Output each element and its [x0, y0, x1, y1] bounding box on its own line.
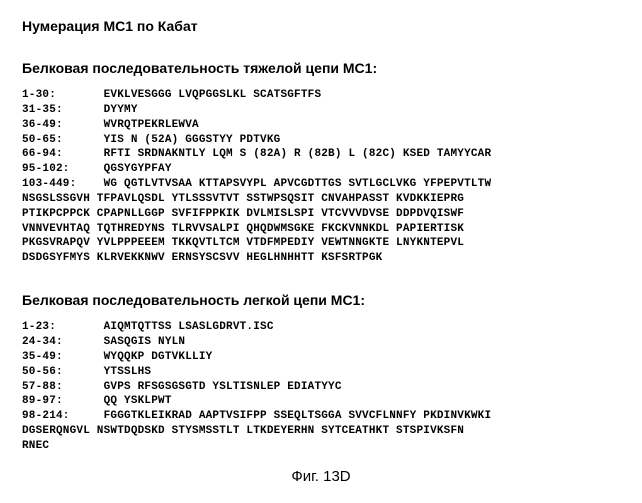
light-chain-sequence: 1-23: AIQMTQTTSS LSASLGDRVT.ISC 24-34: S… [22, 320, 620, 454]
figure-label: Фиг. 13D [22, 468, 620, 485]
light-chain-title: Белковая последовательность легкой цепи … [22, 292, 620, 308]
page-heading: Нумерация MC1 по Кабат [22, 18, 620, 34]
heavy-chain-title: Белковая последовательность тяжелой цепи… [22, 60, 620, 76]
heavy-chain-sequence: 1-30: EVKLVESGGG LVQPGGSLKL SCATSGFTFS 3… [22, 88, 620, 266]
